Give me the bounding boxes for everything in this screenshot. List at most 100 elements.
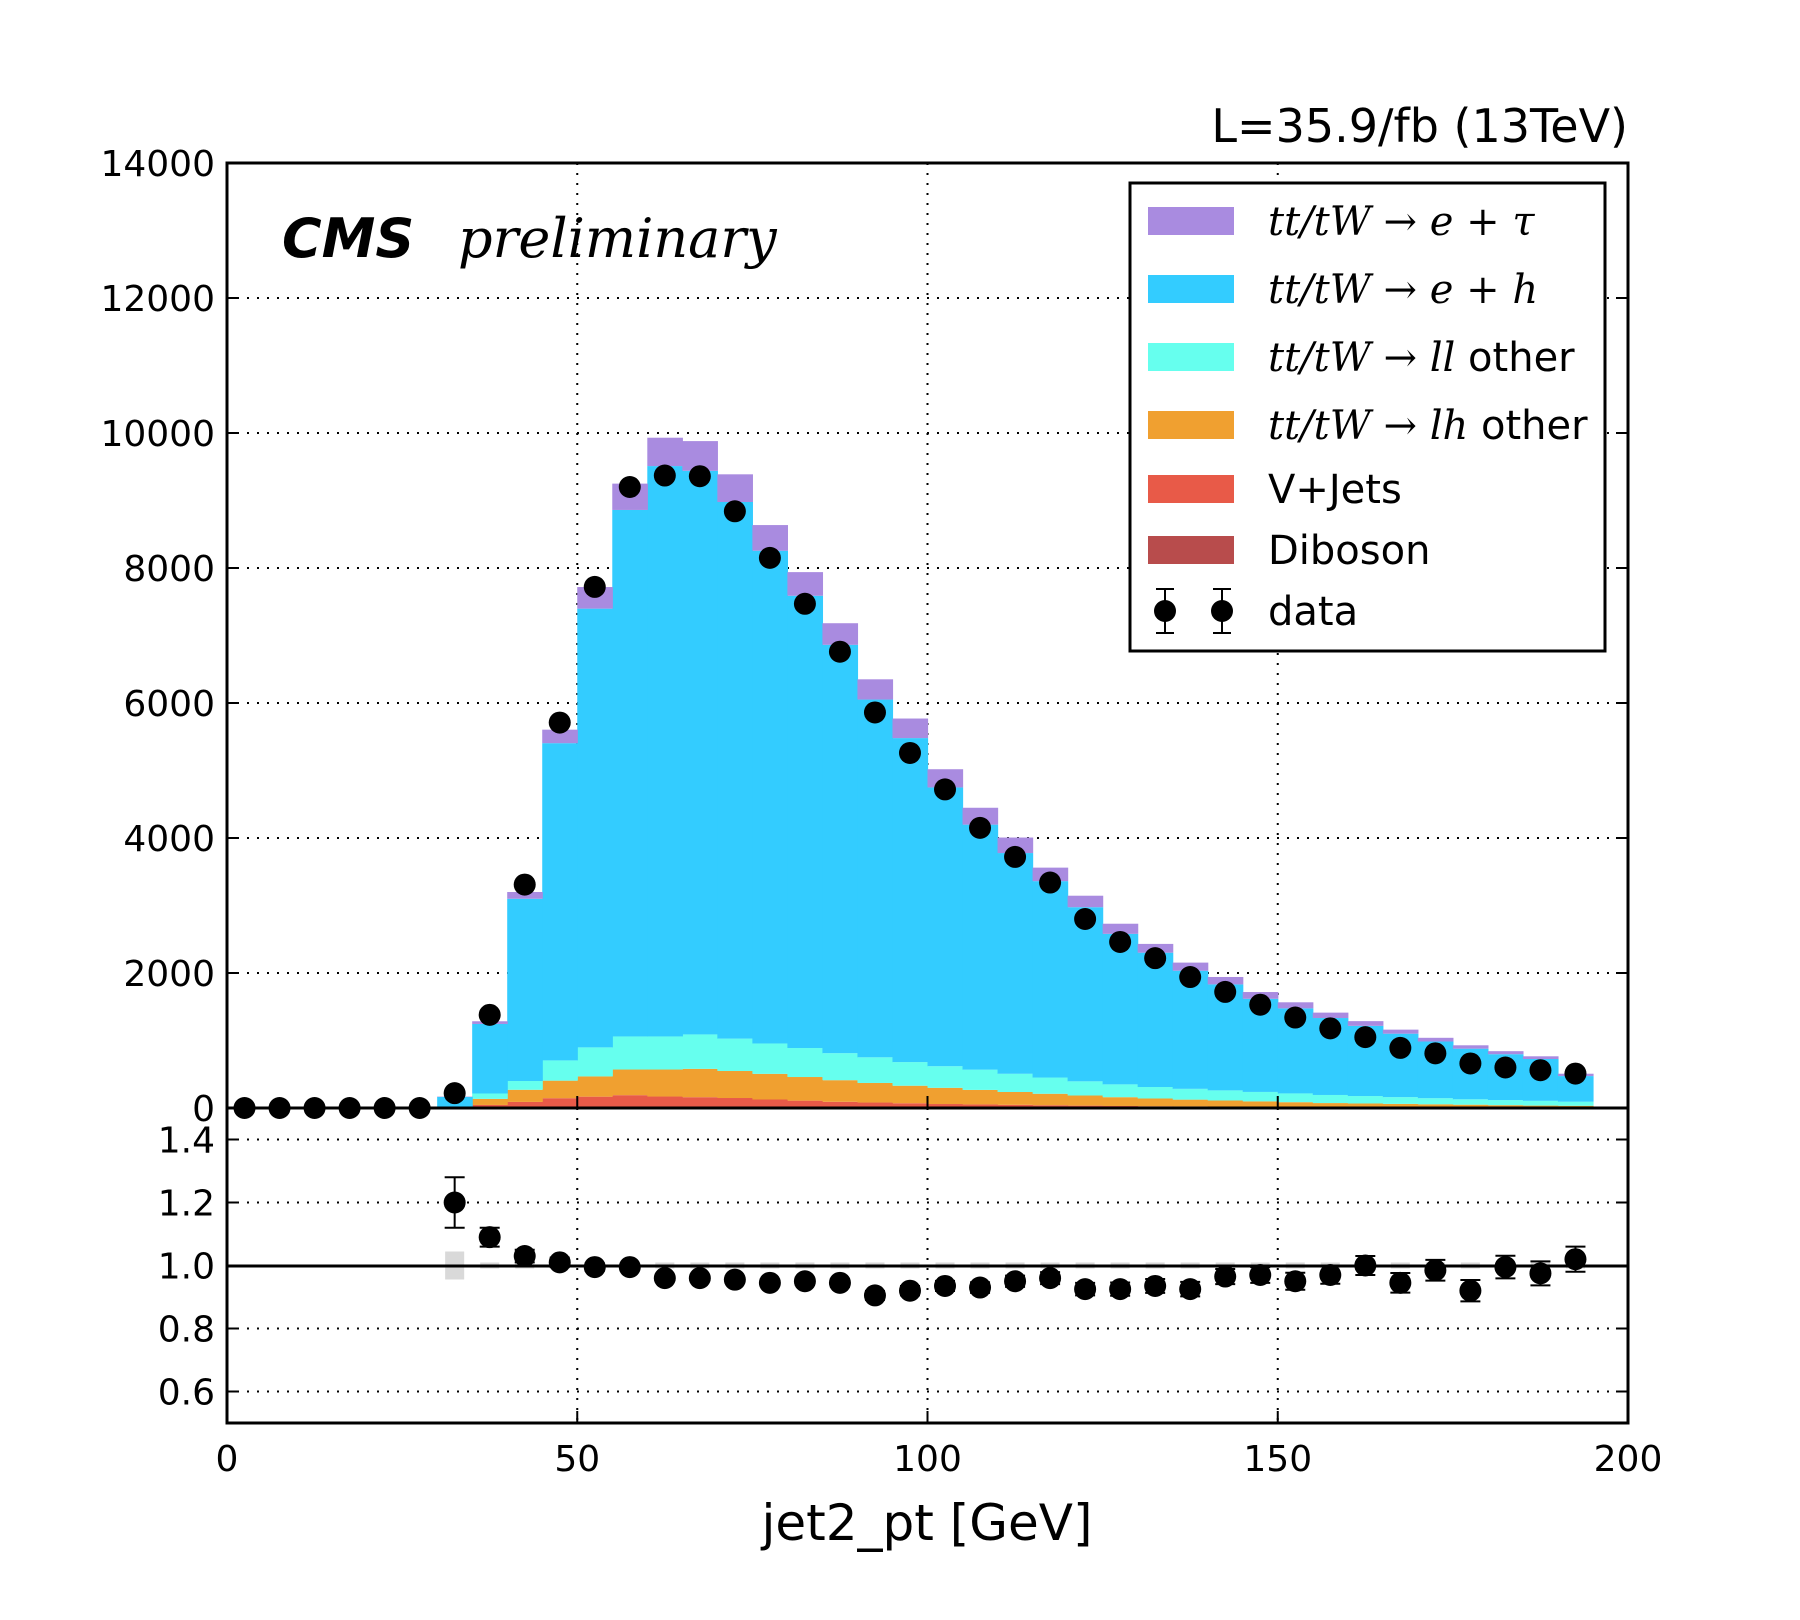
histogram-bar <box>717 501 753 1039</box>
legend-swatch <box>1148 411 1234 439</box>
histogram-bar <box>717 1038 753 1072</box>
ratio-point <box>653 1267 676 1290</box>
histogram-bar <box>962 1069 999 1090</box>
ratio-y-axis: 0.6 0.8 1.0 1.2 1.4 <box>158 1121 1628 1414</box>
ratio-point <box>793 1270 816 1293</box>
histogram-bar <box>472 1093 508 1099</box>
legend-label-text: other <box>1455 335 1575 381</box>
legend-label: V+Jets <box>1268 467 1402 513</box>
ratio-plot-frame <box>225 1106 1630 1425</box>
histogram-bar <box>892 1062 929 1086</box>
legend-label: data <box>1268 589 1358 635</box>
data-point <box>618 476 641 498</box>
histogram-bar <box>1487 1105 1524 1108</box>
histogram-bar <box>612 509 648 1037</box>
ratio-point <box>1389 1271 1412 1294</box>
data-point <box>1529 1059 1552 1082</box>
histogram-bar <box>1312 1103 1349 1108</box>
histogram-bar <box>1522 1100 1559 1106</box>
histogram-bar <box>717 1098 753 1107</box>
histogram-bar <box>717 474 753 502</box>
legend-swatch <box>1148 343 1234 371</box>
histogram-bar <box>1417 1104 1454 1108</box>
legend-label: Diboson <box>1268 528 1430 574</box>
histogram-bar <box>647 466 683 1037</box>
ratio-point <box>513 1245 536 1268</box>
legend-swatch <box>1148 475 1234 503</box>
legend-item: V+Jets <box>1148 467 1402 513</box>
data-point <box>934 778 957 801</box>
legend-marker <box>1154 600 1176 622</box>
ratio-point <box>548 1251 571 1274</box>
histogram-bar <box>927 1104 964 1108</box>
legend-item: Diboson <box>1148 528 1430 574</box>
histogram-bar <box>997 837 1034 854</box>
main-y-tick-label: 2000 <box>123 954 215 995</box>
data-point <box>1039 871 1062 894</box>
histogram-bar <box>507 1101 543 1108</box>
ratio-point <box>1494 1256 1517 1279</box>
ratio-point <box>828 1271 851 1294</box>
histogram-bar <box>857 1102 894 1108</box>
ratio-point <box>618 1256 641 1279</box>
histogram-bar <box>612 1095 648 1107</box>
data-point <box>1214 980 1237 1003</box>
ratio-point <box>1564 1248 1587 1271</box>
histogram-bar <box>1382 1103 1419 1108</box>
histogram-bar <box>1067 895 1104 908</box>
histogram-bar <box>577 1096 613 1107</box>
histogram-bar <box>1137 952 1174 1088</box>
histogram-bar <box>822 1101 859 1108</box>
legend-label-math: tt/tW → e + τ <box>1268 199 1535 245</box>
histogram-bar <box>1277 1002 1314 1009</box>
histogram-bar <box>962 824 999 1070</box>
data-point <box>1249 993 1272 1016</box>
histogram-bar <box>1522 1056 1559 1059</box>
main-y-axis: 0 2000 4000 6000 8000 10000 12000 14000 <box>100 144 1628 1130</box>
histogram-bar <box>612 1036 648 1070</box>
histogram-bar <box>822 1080 859 1102</box>
ratio-point <box>1214 1265 1237 1288</box>
data-point <box>1564 1062 1587 1085</box>
ratio-point <box>898 1279 921 1302</box>
legend: tt/tW → e + τ tt/tW → e + h tt/tW → ll oth… <box>1128 181 1607 653</box>
series-tt-tw-ll-other <box>437 1034 1594 1108</box>
histogram-bar <box>1207 976 1244 985</box>
main-y-tick-label: 8000 <box>123 549 215 590</box>
histogram-bar <box>857 699 894 1058</box>
histogram-bar <box>962 807 999 825</box>
ratio-point <box>1179 1278 1202 1301</box>
data-point <box>723 500 746 523</box>
histogram-bar <box>1172 1088 1209 1100</box>
histogram-bar <box>1277 1093 1314 1103</box>
histogram-bar <box>857 1082 894 1103</box>
ratio-point <box>863 1284 886 1307</box>
series-tt-tw-e- <box>437 437 1594 1097</box>
histogram-bar <box>472 1098 508 1105</box>
histogram-bar <box>1102 1084 1139 1098</box>
legend-swatch <box>1148 275 1234 303</box>
main-y-tick-label: 0 <box>192 1089 215 1130</box>
data-point <box>758 546 781 569</box>
data-point <box>969 816 992 839</box>
histogram-bar <box>752 1073 788 1100</box>
histogram-bar <box>1347 1096 1384 1104</box>
ratio-y-tick-label: 1.4 <box>158 1121 215 1162</box>
histogram-bar <box>787 572 824 596</box>
ratio-point <box>1109 1278 1132 1301</box>
legend-label: tt/tW → e + h <box>1268 267 1538 313</box>
histogram-bar <box>1172 970 1209 1089</box>
histogram-bar <box>787 1100 824 1108</box>
main-y-tick-label: 4000 <box>123 819 215 860</box>
histogram-bar <box>542 1080 578 1099</box>
series-tt-tw-lh-other <box>437 1068 1594 1108</box>
ratio-point <box>443 1191 466 1214</box>
x-tick-label: 150 <box>1243 1439 1312 1480</box>
main-y-tick-label: 10000 <box>100 414 215 455</box>
histogram-bar <box>682 470 718 1035</box>
ratio-point <box>688 1267 711 1290</box>
x-tick-label: 200 <box>1594 1439 1663 1480</box>
histogram-bar <box>1032 881 1069 1078</box>
histogram-bar <box>1312 1094 1349 1104</box>
histogram-bar <box>1557 1101 1594 1106</box>
